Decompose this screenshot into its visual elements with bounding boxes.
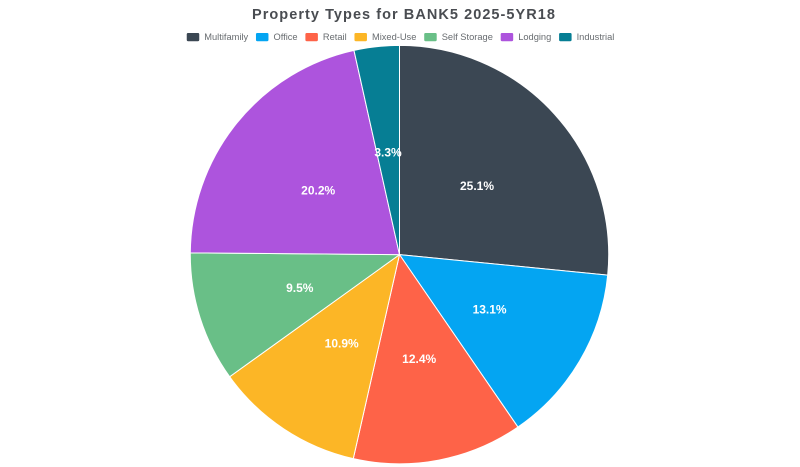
- svg-text:Multifamily: Multifamily: [204, 32, 248, 42]
- svg-text:9.5%: 9.5%: [286, 281, 314, 295]
- svg-text:Industrial: Industrial: [577, 32, 615, 42]
- svg-text:Property Types for BANK5 2025-: Property Types for BANK5 2025-5YR18: [252, 7, 556, 23]
- svg-text:Office: Office: [273, 32, 297, 42]
- svg-text:12.4%: 12.4%: [402, 352, 436, 366]
- svg-text:Mixed-Use: Mixed-Use: [372, 32, 416, 42]
- svg-text:13.1%: 13.1%: [473, 303, 507, 317]
- svg-text:Lodging: Lodging: [518, 32, 551, 42]
- svg-text:3.3%: 3.3%: [374, 145, 402, 159]
- svg-text:Retail: Retail: [323, 32, 347, 42]
- svg-text:10.9%: 10.9%: [325, 337, 359, 351]
- svg-text:Self Storage: Self Storage: [442, 32, 493, 42]
- svg-text:25.1%: 25.1%: [460, 179, 494, 193]
- svg-text:20.2%: 20.2%: [301, 184, 335, 198]
